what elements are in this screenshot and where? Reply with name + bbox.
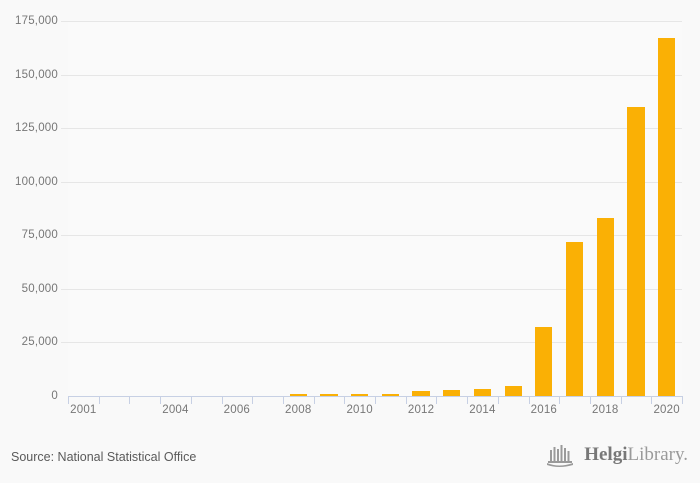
y-axis-tick (61, 21, 68, 22)
bar-2016[interactable] (535, 327, 553, 396)
logo-library: Library. (627, 444, 689, 465)
x-axis-tick (190, 396, 192, 404)
x-axis-tick (160, 396, 162, 404)
x-axis-tick (467, 396, 469, 404)
gridline (68, 128, 682, 130)
x-axis-tick-label: 2012 (407, 404, 435, 416)
x-axis-tick (497, 396, 499, 404)
y-axis-tick (61, 128, 68, 130)
library-building-icon (547, 443, 577, 467)
x-axis-tick (98, 396, 100, 404)
y-axis-tick-label: 125,000 (15, 122, 58, 135)
bar-2017[interactable] (565, 242, 584, 396)
x-axis-tick (344, 396, 346, 404)
bar-2013[interactable] (443, 390, 461, 396)
logo-helgi: Helgi (584, 444, 628, 465)
x-axis-tick (68, 396, 69, 404)
bar-2009[interactable] (320, 394, 338, 396)
x-axis-tick-label: 2004 (162, 404, 189, 416)
x-axis-tick (620, 396, 622, 404)
y-axis-tick-label: 100,000 (15, 175, 58, 188)
y-axis-tick (61, 181, 68, 183)
bar-2019[interactable] (627, 106, 645, 396)
x-axis-tick (589, 396, 591, 404)
x-axis-tick (313, 396, 315, 404)
x-axis-tick (129, 396, 131, 404)
gridline (68, 21, 682, 22)
y-axis-tick (61, 235, 68, 237)
gridline (68, 181, 682, 183)
x-axis-tick (651, 396, 653, 404)
plot-area (61, 21, 682, 396)
x-axis-tick-label: 2014 (469, 404, 496, 416)
bar-2020[interactable] (658, 38, 676, 396)
x-axis-tick (682, 396, 683, 404)
x-axis-tick (528, 396, 530, 404)
x-axis-tick (282, 396, 284, 404)
x-axis-tick-label: 2010 (346, 404, 373, 416)
x-axis-tick (221, 396, 223, 404)
source-label: Source: National Statistical Office (11, 450, 197, 464)
x-axis-tick-label: 2001 (70, 404, 97, 416)
gridline (68, 235, 682, 237)
bar-2010[interactable] (351, 394, 369, 396)
bar-series (68, 21, 682, 396)
chart-footer: Source: National Statistical Office (0, 427, 700, 483)
y-axis-tick-label: 175,000 (15, 15, 58, 27)
y-axis-tick-label: 75,000 (21, 229, 58, 242)
bar-2015[interactable] (504, 386, 522, 396)
x-axis-tick-label: 2018 (592, 404, 619, 416)
y-axis-tick (61, 342, 68, 344)
y-axis-tick-label: 150,000 (15, 68, 58, 81)
bar-2008[interactable] (289, 394, 307, 396)
y-axis-tick (61, 74, 68, 76)
helgi-library-logo[interactable]: HelgiLibrary. (547, 443, 688, 467)
y-axis-tick-label: 25,000 (21, 336, 58, 349)
bar-2014[interactable] (473, 389, 492, 396)
x-axis-tick-label: 2020 (653, 404, 680, 416)
gridline (68, 288, 682, 290)
bar-2011[interactable] (381, 394, 399, 396)
y-axis-tick (61, 288, 68, 290)
logo-wordmark: HelgiLibrary. (584, 444, 688, 466)
x-axis-tick (559, 396, 561, 404)
x-axis-tick-label: 2008 (285, 404, 312, 416)
x-axis-tick (436, 396, 438, 404)
bar-2012[interactable] (412, 391, 430, 396)
x-axis-tick-label: 2006 (223, 404, 251, 416)
x-axis-tick (405, 396, 407, 404)
y-axis-tick-label: 0 (51, 390, 58, 402)
gridline (68, 342, 682, 344)
x-axis-tick (375, 396, 376, 404)
gridline (68, 74, 682, 76)
x-axis-tick-label: 2016 (530, 404, 558, 416)
y-axis-tick-label: 50,000 (21, 282, 58, 295)
bar-2018[interactable] (596, 218, 614, 396)
x-axis-tick (252, 396, 254, 404)
